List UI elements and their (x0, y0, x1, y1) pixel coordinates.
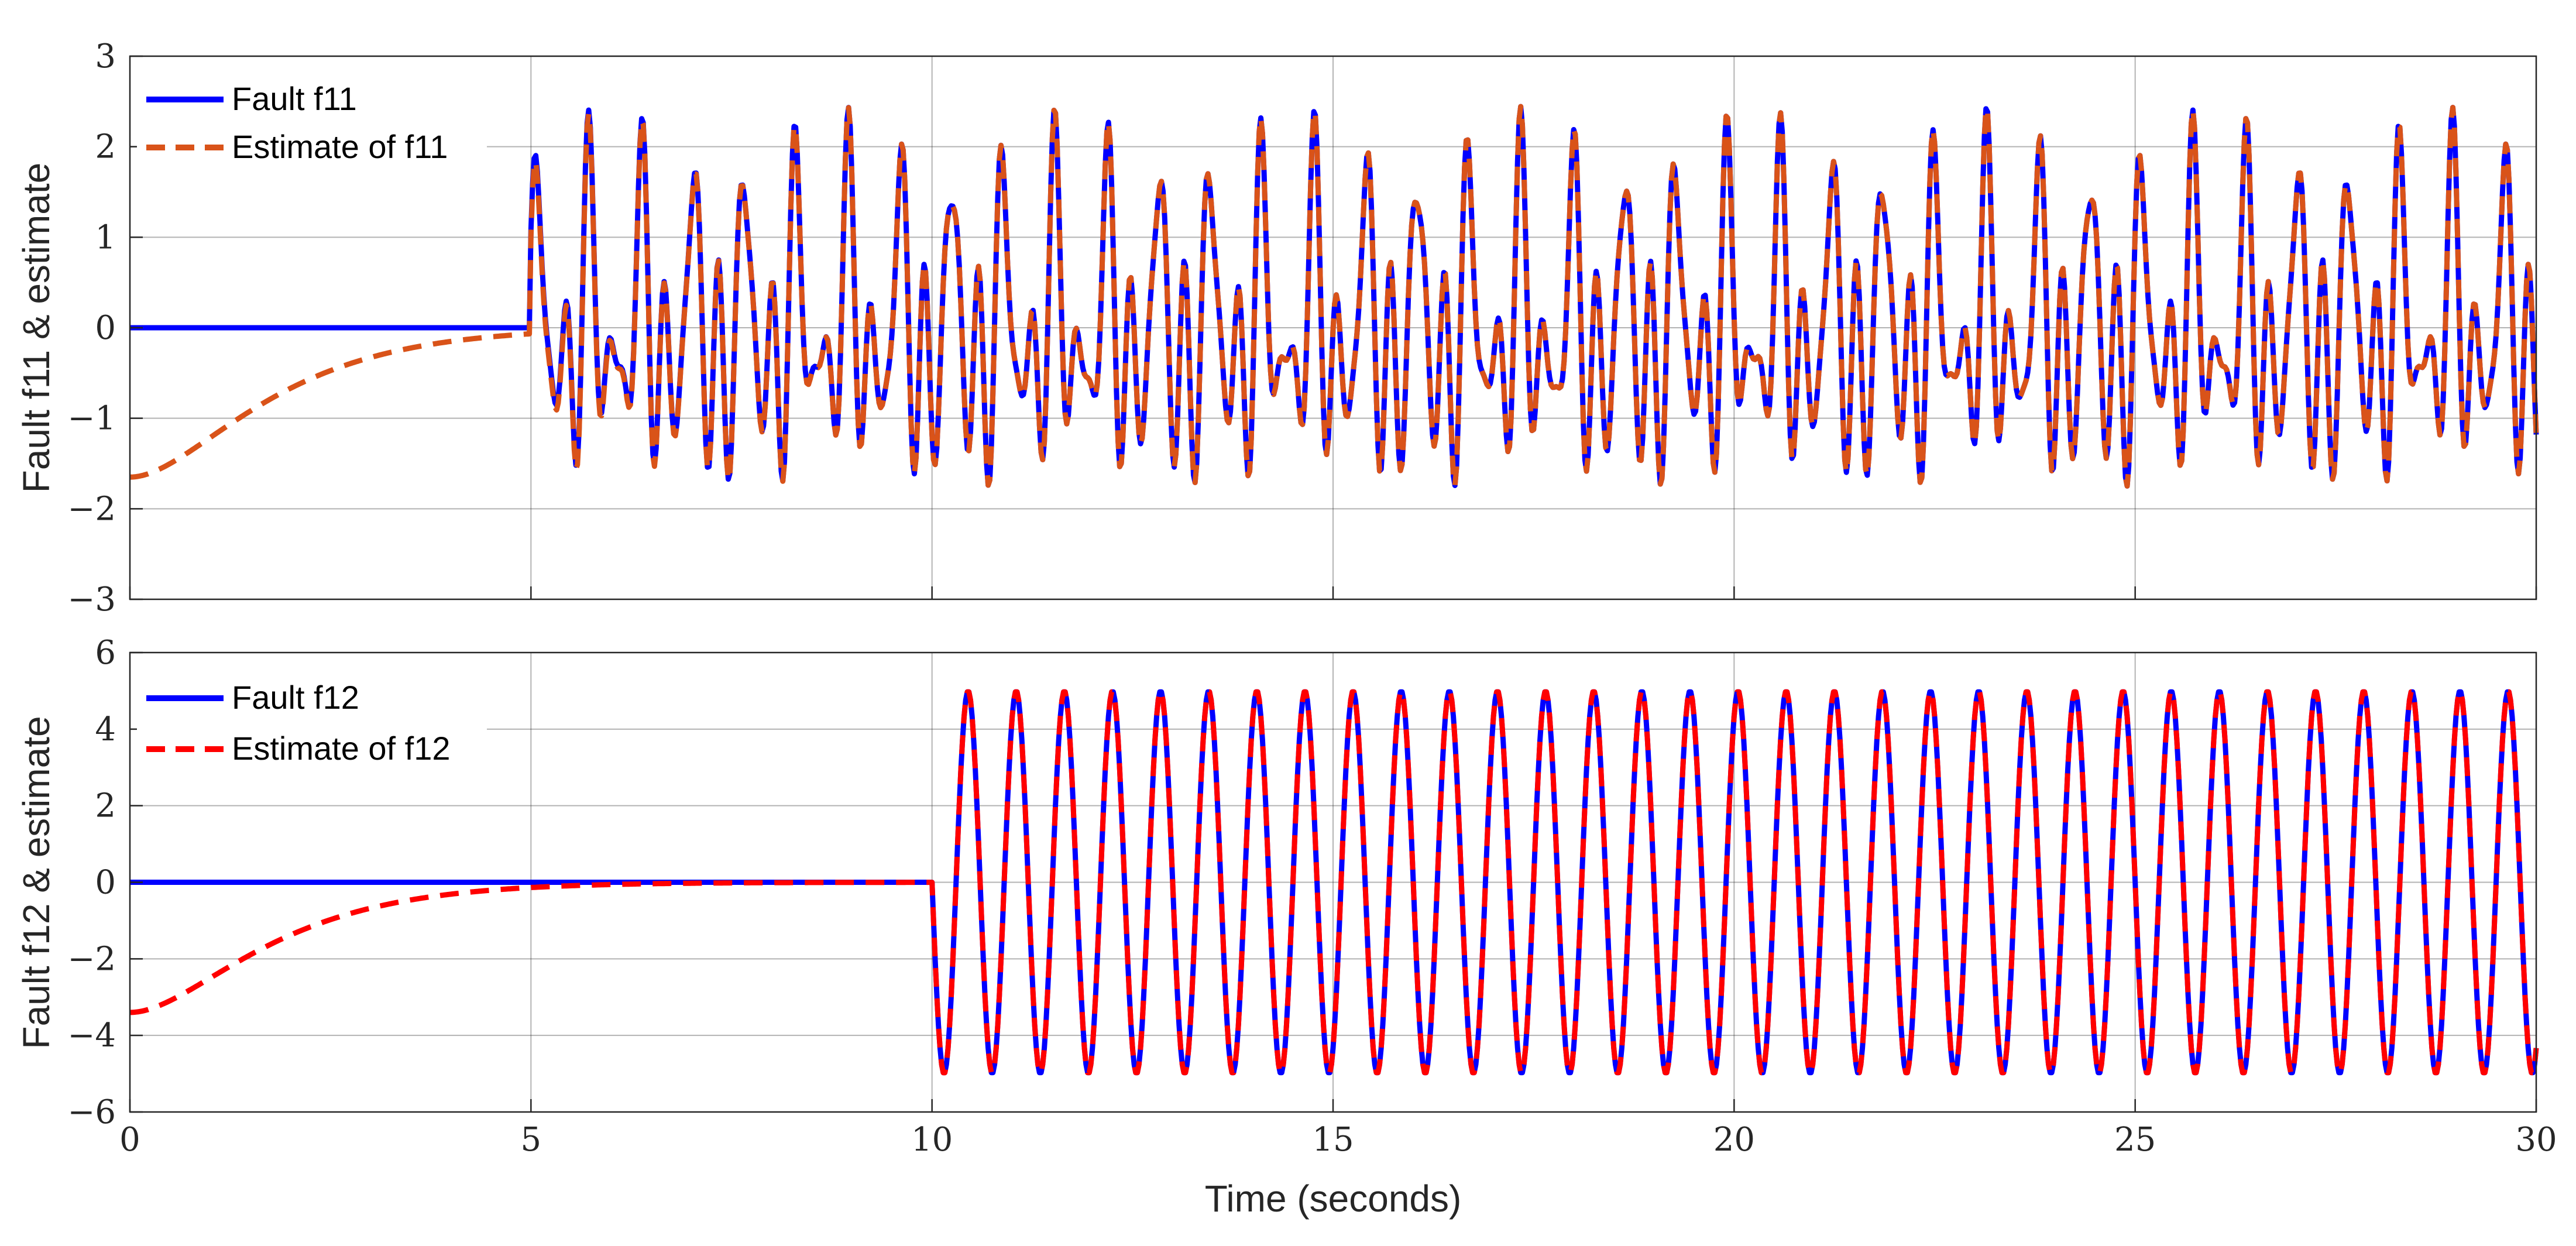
legend-f12-estimate-label: Estimate of f12 (232, 730, 451, 767)
legend-f11-estimate-label: Estimate of f11 (232, 128, 448, 165)
x-tick-label: 15 (1312, 1121, 1354, 1159)
plot-area-top (129, 104, 2539, 489)
y-tick-label: −1 (67, 400, 116, 438)
axes-bottom: 0 5 10 15 20 25 30 −6 −4 −2 0 2 4 6 Fault f12 & estim… (15, 634, 2557, 1220)
x-tick-label: 0 (119, 1121, 140, 1159)
series-line-estimate-of-f11 (129, 104, 2539, 489)
y-tick-label: 1 (95, 218, 116, 256)
x-tick-label: 5 (521, 1121, 542, 1159)
y-tick-label: 3 (95, 37, 116, 75)
axes-top: −3 −2 −1 0 1 2 3 Fault f11 & estimate Fault f1… (15, 37, 2539, 619)
x-tick-label: 30 (2515, 1121, 2557, 1159)
x-tick-label: 10 (911, 1121, 953, 1159)
plot-area-bottom (129, 689, 2539, 1076)
legend-top: Fault f11 Estimate of f11 (137, 66, 487, 178)
y-tick-label: −2 (67, 940, 116, 978)
series-line-fault-f12 (129, 689, 2539, 1076)
y-tick-label: 2 (95, 128, 116, 166)
y-tick-label: 6 (95, 634, 116, 672)
y-tick-label: 0 (95, 309, 116, 347)
y-tick-label: 0 (95, 864, 116, 902)
y-tick-label: −2 (67, 490, 116, 528)
xlabel-bottom: Time (seconds) (1205, 1178, 1462, 1220)
x-tick-label: 25 (2114, 1121, 2156, 1159)
legend-f12-label: Fault f12 (232, 679, 359, 716)
legend-bottom: Fault f12 Estimate of f12 (137, 662, 487, 774)
legend-bottom-box (137, 662, 487, 774)
y-tick-label: −4 (67, 1017, 116, 1055)
legend-f11-label: Fault f11 (232, 80, 357, 117)
ylabel-bottom: Fault f12 & estimate (15, 716, 57, 1049)
y-tick-label: −3 (67, 581, 116, 619)
y-tick-label: 2 (95, 787, 116, 825)
x-tick-label: 20 (1713, 1121, 1755, 1159)
ylabel-top: Fault f11 & estimate (15, 163, 57, 493)
y-tick-label: −6 (67, 1093, 116, 1131)
ticks-top: −3 −2 −1 0 1 2 3 (67, 37, 2537, 619)
y-tick-label: 4 (95, 710, 116, 749)
legend-top-box (137, 66, 487, 178)
